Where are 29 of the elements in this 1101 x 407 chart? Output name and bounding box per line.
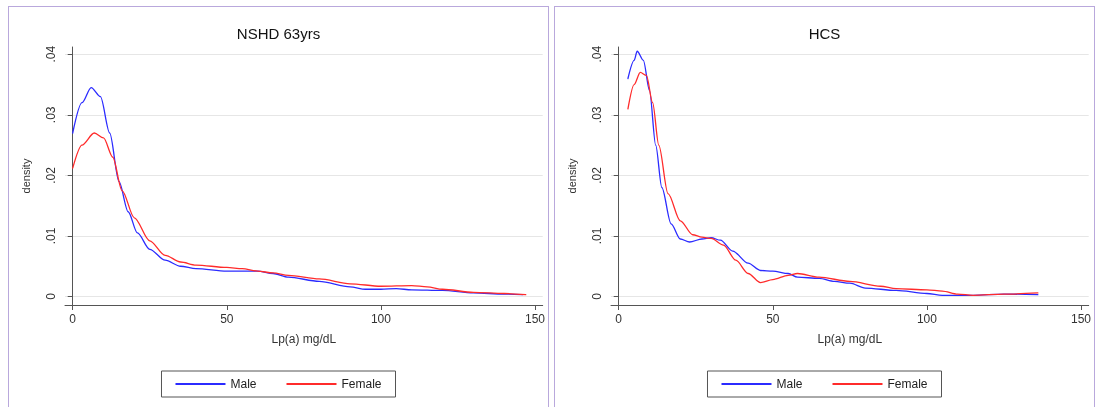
y-tick-label: .02	[44, 166, 58, 184]
y-tick-label: .01	[44, 227, 58, 245]
y-tick-label: 0	[44, 292, 58, 300]
legend-label: Female	[341, 377, 382, 391]
y-tick-label: .01	[590, 227, 604, 245]
y-axis-title: density	[565, 158, 578, 194]
line-series	[72, 132, 527, 296]
x-tick-label: 50	[766, 312, 780, 326]
legend-label: Female	[887, 377, 928, 391]
y-tick-label: .04	[44, 45, 58, 63]
x-tick-label: 150	[524, 312, 546, 326]
y-axis-title: density	[19, 158, 32, 194]
legend-label: Male	[776, 377, 803, 391]
legend-label: Male	[230, 377, 257, 391]
x-tick-label: 50	[220, 312, 234, 326]
x-tick-label: 150	[1070, 312, 1092, 326]
chart-title: HCS	[808, 25, 841, 42]
chart-title: NSHD 63yrs	[236, 25, 321, 42]
x-axis-title: Lp(a) mg/dL	[817, 332, 883, 346]
y-tick-label: .04	[590, 45, 604, 63]
x-tick-label: 0	[615, 312, 623, 326]
x-tick-label: 100	[916, 312, 938, 326]
x-tick-label: 100	[370, 312, 392, 326]
x-tick-label: 0	[69, 312, 77, 326]
y-tick-label: .03	[590, 106, 604, 124]
y-tick-label: .02	[590, 166, 604, 184]
x-axis-title: Lp(a) mg/dL	[271, 332, 337, 346]
y-tick-label: .03	[44, 106, 58, 124]
y-tick-label: 0	[590, 292, 604, 300]
